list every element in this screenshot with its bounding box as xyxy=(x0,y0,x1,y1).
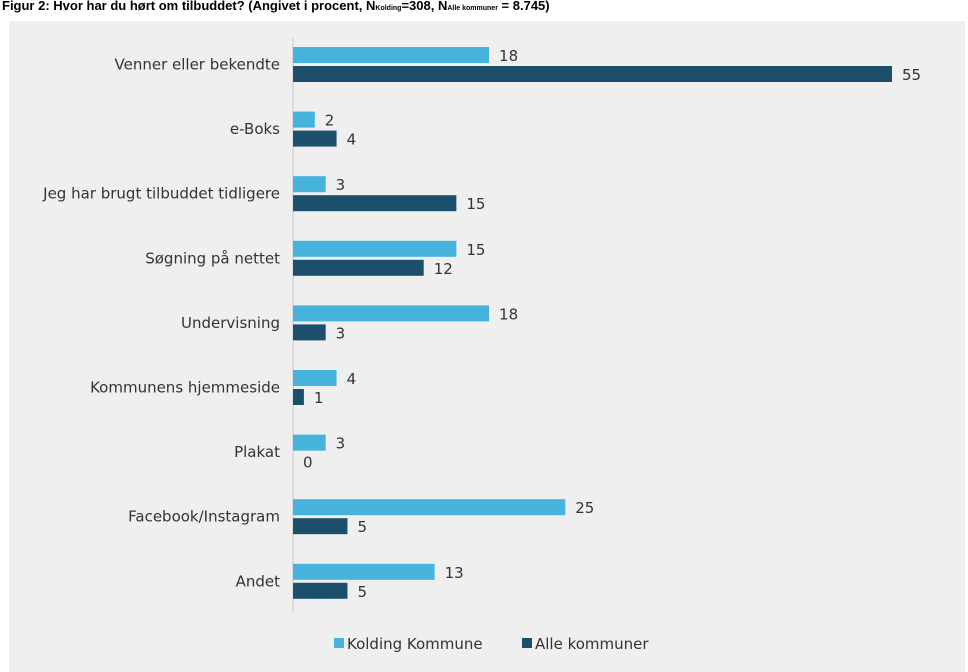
bar-kolding-kommune-plakat xyxy=(293,434,326,451)
bar-kolding-kommune-s-gning-p-nettet xyxy=(293,240,457,257)
bar-alle-kommuner-undervisning xyxy=(293,324,326,341)
bar-kolding-kommune-kommunens-hjemmeside xyxy=(293,370,337,386)
value-label-alle-kommuner-plakat: 0 xyxy=(303,454,313,472)
value-label-kolding-kommune-e-boks: 2 xyxy=(325,112,335,130)
bar-kolding-kommune-andet xyxy=(293,563,435,580)
category-label-facebook-instagram: Facebook/Instagram xyxy=(128,508,280,526)
value-label-kolding-kommune-andet: 13 xyxy=(445,564,464,582)
legend-swatch-kolding-kommune xyxy=(334,638,344,648)
category-label-kommunens-hjemmeside: Kommunens hjemmeside xyxy=(90,379,280,397)
value-label-kolding-kommune-jeg-har-brugt-tilbuddet-tidligere: 3 xyxy=(336,176,346,194)
value-label-alle-kommuner-e-boks: 4 xyxy=(347,131,357,149)
category-label-undervisning: Undervisning xyxy=(181,314,280,332)
value-label-kolding-kommune-plakat: 3 xyxy=(336,435,346,453)
chart-panel xyxy=(9,21,965,672)
value-label-kolding-kommune-venner-eller-bekendte: 18 xyxy=(499,47,518,65)
value-label-alle-kommuner-s-gning-p-nettet: 12 xyxy=(434,260,453,278)
bar-kolding-kommune-jeg-har-brugt-tilbuddet-tidligere xyxy=(293,176,326,193)
value-label-alle-kommuner-venner-eller-bekendte: 55 xyxy=(902,66,921,84)
category-label-s-gning-p-nettet: Søgning på nettet xyxy=(145,249,280,267)
category-label-jeg-har-brugt-tilbuddet-tidligere: Jeg har brugt tilbuddet tidligere xyxy=(42,185,280,203)
chart-title: Figur 2: Hvor har du hørt om tilbuddet? … xyxy=(2,0,550,13)
legend-label-alle-kommuner: Alle kommuner xyxy=(535,635,649,653)
category-label-andet: Andet xyxy=(236,572,281,590)
category-label-plakat: Plakat xyxy=(234,443,280,461)
legend-swatch-alle-kommuner xyxy=(522,638,532,648)
value-label-alle-kommuner-jeg-har-brugt-tilbuddet-tidligere: 15 xyxy=(466,195,485,213)
bar-kolding-kommune-facebook-instagram xyxy=(293,499,566,516)
value-label-kolding-kommune-s-gning-p-nettet: 15 xyxy=(466,241,485,259)
value-label-kolding-kommune-facebook-instagram: 25 xyxy=(575,499,594,517)
value-label-alle-kommuner-andet: 5 xyxy=(357,583,367,601)
value-label-alle-kommuner-kommunens-hjemmeside: 1 xyxy=(314,389,324,407)
legend-label-kolding-kommune: Kolding Kommune xyxy=(347,635,483,653)
bar-alle-kommuner-jeg-har-brugt-tilbuddet-tidligere xyxy=(293,195,457,212)
bar-kolding-kommune-undervisning xyxy=(293,305,490,322)
value-label-alle-kommuner-undervisning: 3 xyxy=(336,324,346,342)
bar-alle-kommuner-e-boks xyxy=(293,130,337,147)
bar-alle-kommuner-andet xyxy=(293,582,348,599)
bar-kolding-kommune-e-boks xyxy=(293,111,315,128)
bar-alle-kommuner-facebook-instagram xyxy=(293,518,348,535)
bar-alle-kommuner-s-gning-p-nettet xyxy=(293,259,424,276)
value-label-kolding-kommune-kommunens-hjemmeside: 4 xyxy=(347,370,357,388)
bar-alle-kommuner-kommunens-hjemmeside xyxy=(293,389,304,405)
value-label-alle-kommuner-facebook-instagram: 5 xyxy=(357,518,367,536)
bar-alle-kommuner-venner-eller-bekendte xyxy=(293,66,892,82)
category-label-e-boks: e-Boks xyxy=(230,120,280,138)
bar-kolding-kommune-venner-eller-bekendte xyxy=(293,47,490,63)
value-label-kolding-kommune-undervisning: 18 xyxy=(499,305,518,323)
category-label-venner-eller-bekendte: Venner eller bekendte xyxy=(115,56,281,74)
